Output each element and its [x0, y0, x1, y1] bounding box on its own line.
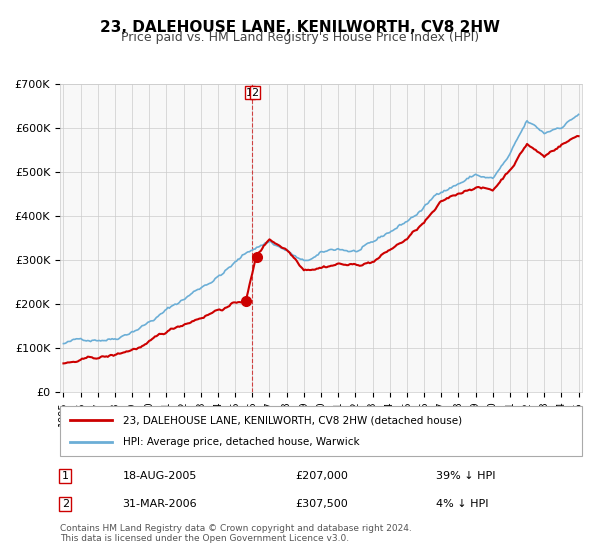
Text: 4% ↓ HPI: 4% ↓ HPI	[436, 499, 488, 509]
Text: 23, DALEHOUSE LANE, KENILWORTH, CV8 2HW (detached house): 23, DALEHOUSE LANE, KENILWORTH, CV8 2HW …	[122, 415, 462, 425]
Text: Contains HM Land Registry data © Crown copyright and database right 2024.
This d: Contains HM Land Registry data © Crown c…	[60, 524, 412, 543]
Text: 23, DALEHOUSE LANE, KENILWORTH, CV8 2HW: 23, DALEHOUSE LANE, KENILWORTH, CV8 2HW	[100, 20, 500, 35]
Text: 2: 2	[62, 499, 69, 509]
Text: 1: 1	[246, 88, 253, 98]
FancyBboxPatch shape	[60, 406, 582, 456]
Text: 18-AUG-2005: 18-AUG-2005	[122, 471, 197, 481]
Text: 2: 2	[251, 88, 259, 98]
Text: £207,000: £207,000	[295, 471, 348, 481]
Text: Price paid vs. HM Land Registry's House Price Index (HPI): Price paid vs. HM Land Registry's House …	[121, 31, 479, 44]
Text: 1: 1	[62, 471, 69, 481]
Text: 39% ↓ HPI: 39% ↓ HPI	[436, 471, 496, 481]
Text: 31-MAR-2006: 31-MAR-2006	[122, 499, 197, 509]
Text: £307,500: £307,500	[295, 499, 347, 509]
Text: HPI: Average price, detached house, Warwick: HPI: Average price, detached house, Warw…	[122, 437, 359, 447]
